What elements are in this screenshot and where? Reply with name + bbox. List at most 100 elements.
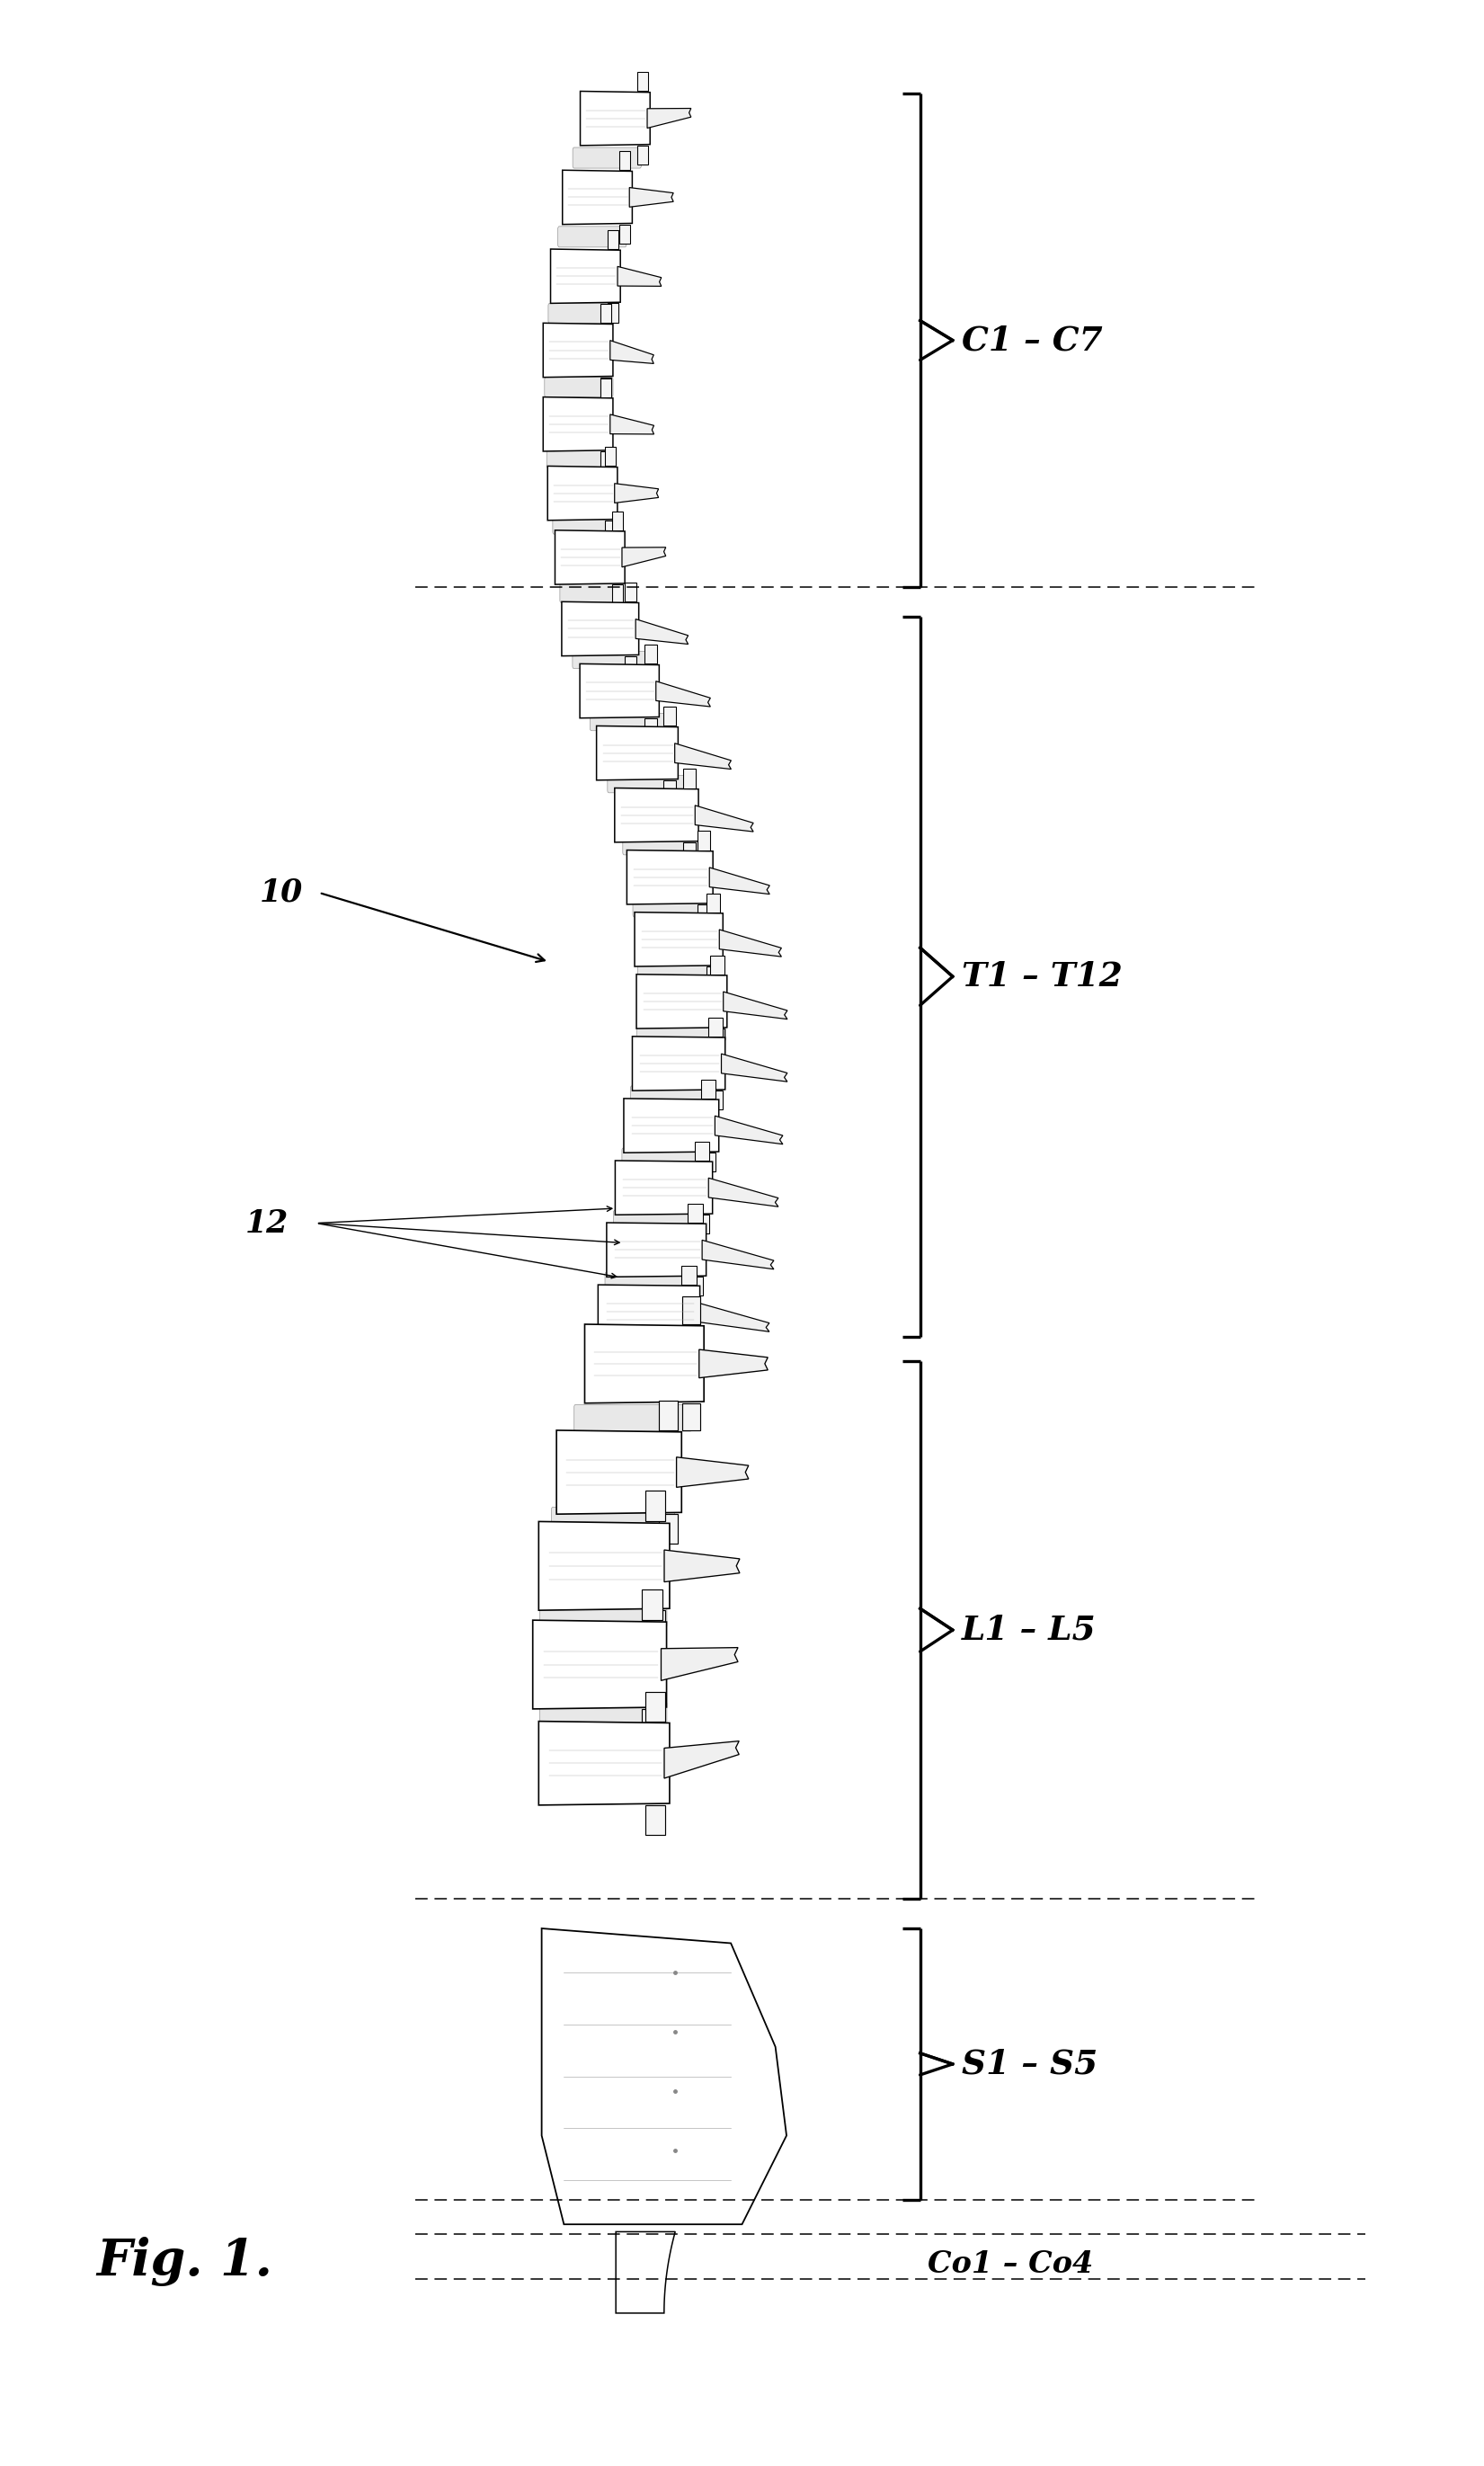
Polygon shape [533,1620,666,1709]
Polygon shape [622,547,666,567]
Polygon shape [683,843,696,861]
Polygon shape [695,806,754,831]
Polygon shape [663,708,675,725]
Polygon shape [702,1080,715,1097]
Polygon shape [706,893,720,912]
Polygon shape [660,1647,738,1679]
Polygon shape [555,530,625,584]
Polygon shape [723,991,788,1018]
Polygon shape [543,397,613,451]
Polygon shape [626,851,712,905]
Polygon shape [629,187,674,207]
Polygon shape [711,1028,724,1048]
Text: S1 – S5: S1 – S5 [962,2047,1098,2081]
Polygon shape [646,1692,665,1721]
Polygon shape [695,1142,709,1161]
Polygon shape [604,446,616,466]
Polygon shape [697,905,711,922]
Polygon shape [665,1551,739,1581]
Polygon shape [616,1161,712,1216]
FancyBboxPatch shape [637,1023,726,1041]
Polygon shape [580,663,659,718]
Polygon shape [706,967,720,986]
FancyBboxPatch shape [613,1211,709,1228]
Polygon shape [607,1223,706,1277]
Polygon shape [600,451,611,471]
FancyBboxPatch shape [573,651,649,668]
FancyBboxPatch shape [591,713,668,730]
Text: Co1 – Co4: Co1 – Co4 [928,2249,1094,2279]
Polygon shape [708,1018,723,1036]
Polygon shape [677,1457,748,1487]
Polygon shape [646,1489,665,1522]
Polygon shape [598,1285,700,1339]
Polygon shape [600,303,611,323]
Polygon shape [617,266,662,286]
Polygon shape [543,323,613,377]
Polygon shape [644,644,657,663]
Polygon shape [683,1297,700,1324]
Polygon shape [721,1053,788,1083]
Polygon shape [646,1805,665,1835]
Polygon shape [600,377,611,397]
Polygon shape [625,582,637,602]
Polygon shape [675,742,732,769]
Polygon shape [695,1216,709,1233]
Text: C1 – C7: C1 – C7 [962,323,1103,358]
Polygon shape [708,1179,778,1206]
Text: 12: 12 [245,1208,288,1238]
Polygon shape [610,414,654,434]
Polygon shape [600,377,611,397]
Polygon shape [556,1430,681,1514]
Polygon shape [616,2232,675,2313]
Polygon shape [709,868,770,895]
Text: L1 – L5: L1 – L5 [962,1613,1097,1647]
Polygon shape [683,769,696,789]
FancyBboxPatch shape [548,303,617,323]
Polygon shape [643,1709,662,1741]
FancyBboxPatch shape [574,1406,692,1430]
Polygon shape [702,1240,773,1270]
Polygon shape [539,1522,669,1610]
Polygon shape [647,109,692,128]
Polygon shape [614,483,659,503]
Polygon shape [708,1090,723,1110]
Polygon shape [689,1277,703,1297]
FancyBboxPatch shape [573,148,641,168]
Text: Fig. 1.: Fig. 1. [96,2237,273,2286]
FancyBboxPatch shape [552,515,622,535]
Polygon shape [619,224,631,244]
Polygon shape [656,681,711,708]
FancyBboxPatch shape [552,1507,674,1531]
FancyBboxPatch shape [595,1329,700,1346]
FancyBboxPatch shape [558,227,626,247]
FancyBboxPatch shape [632,900,718,917]
Polygon shape [607,229,619,249]
FancyBboxPatch shape [546,449,616,469]
Polygon shape [637,72,649,91]
Polygon shape [711,954,724,974]
Polygon shape [607,303,619,323]
FancyBboxPatch shape [559,584,632,602]
FancyBboxPatch shape [638,962,724,979]
Polygon shape [689,1203,703,1223]
FancyBboxPatch shape [540,1702,666,1726]
Polygon shape [611,510,623,530]
Polygon shape [542,1928,787,2224]
Polygon shape [614,789,699,843]
FancyBboxPatch shape [540,1603,666,1628]
Polygon shape [681,1339,697,1359]
Polygon shape [632,1036,726,1090]
Polygon shape [539,1721,669,1805]
Polygon shape [597,725,678,779]
Polygon shape [659,1401,678,1430]
Polygon shape [623,1097,718,1152]
Polygon shape [697,831,711,851]
Polygon shape [702,1152,715,1171]
Polygon shape [720,930,782,957]
Text: 10: 10 [260,878,303,907]
Polygon shape [610,340,654,363]
FancyBboxPatch shape [631,1085,721,1102]
Polygon shape [715,1115,782,1144]
Polygon shape [663,779,675,799]
